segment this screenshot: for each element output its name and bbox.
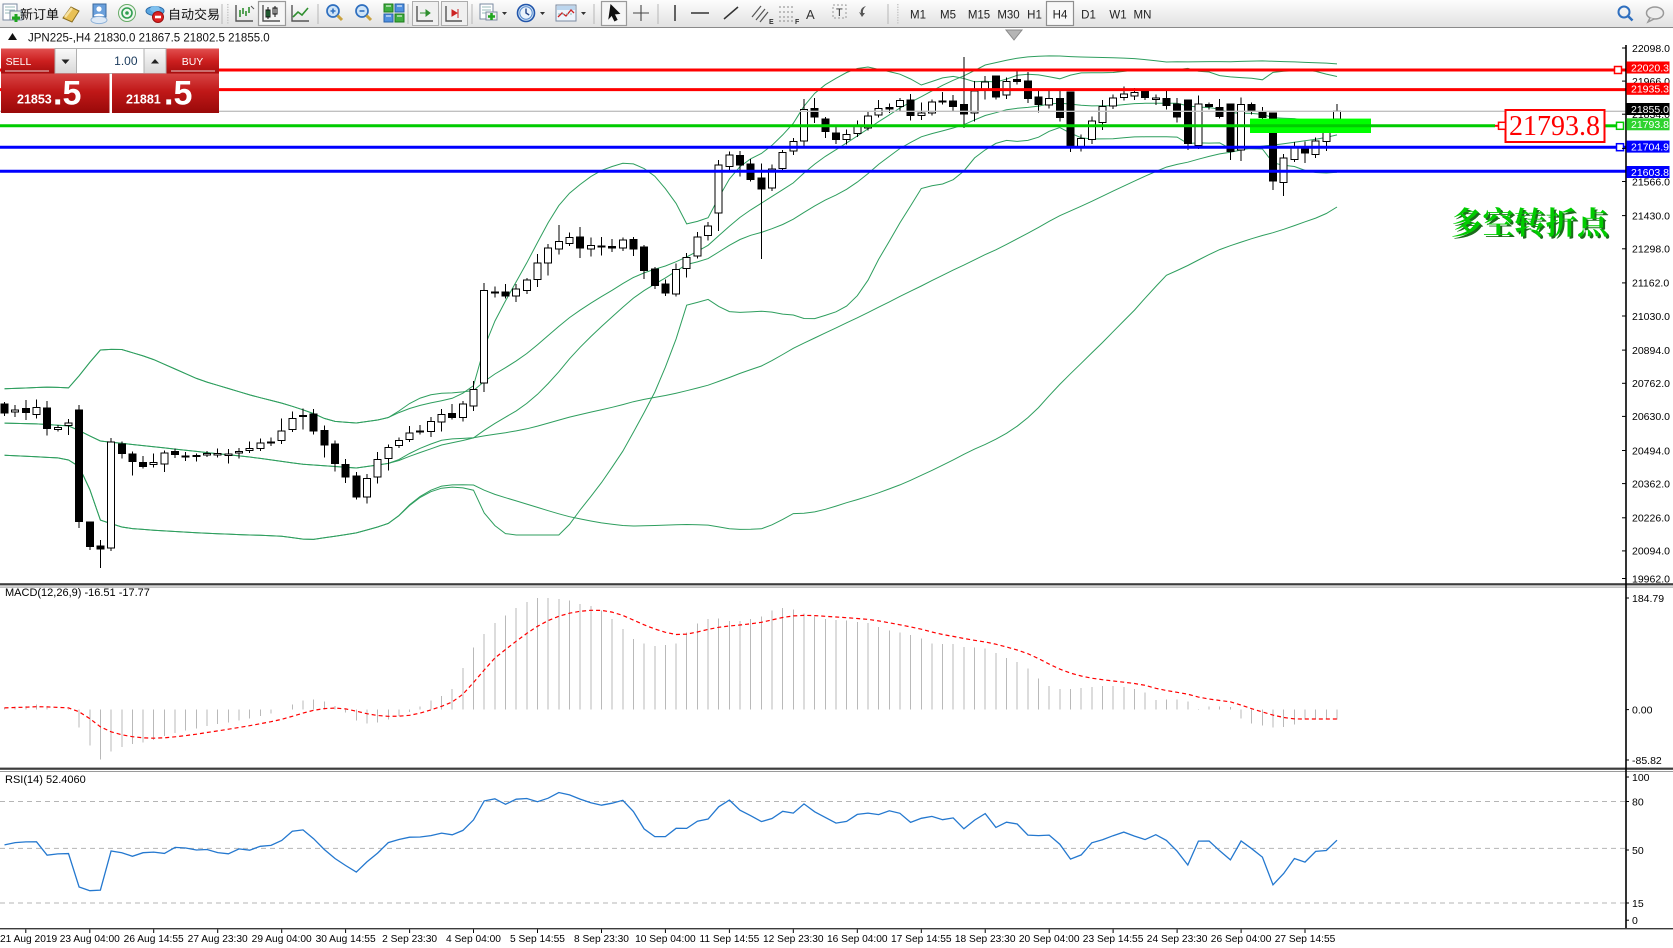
svg-text:20362.0: 20362.0 [1632,478,1670,490]
svg-text:20226.0: 20226.0 [1632,513,1670,525]
svg-text:20762.0: 20762.0 [1632,378,1670,390]
svg-text:21704.9: 21704.9 [1631,141,1669,153]
svg-text:10 Sep 04:00: 10 Sep 04:00 [635,934,696,945]
svg-text:.5: .5 [164,74,192,112]
svg-text:17 Sep 14:55: 17 Sep 14:55 [891,934,952,945]
svg-text:F: F [795,19,800,26]
svg-text:BUY: BUY [182,56,204,68]
svg-text:18 Sep 23:30: 18 Sep 23:30 [955,934,1016,945]
svg-text:.5: .5 [53,74,81,112]
svg-text:26 Aug 14:55: 26 Aug 14:55 [124,934,184,945]
svg-text:21853: 21853 [17,93,52,107]
svg-text:20494.0: 20494.0 [1632,445,1670,457]
svg-text:21162.0: 21162.0 [1632,278,1669,290]
svg-text:22098.0: 22098.0 [1632,43,1670,55]
svg-text:21881: 21881 [126,93,161,107]
svg-text:21793.8: 21793.8 [1509,111,1600,142]
svg-text:26 Sep 04:00: 26 Sep 04:00 [1211,934,1272,945]
svg-text:0.00: 0.00 [1632,704,1653,716]
svg-text:A: A [806,7,815,22]
svg-text:SELL: SELL [6,56,32,68]
svg-text:20894.0: 20894.0 [1632,345,1670,357]
svg-text:21793.8: 21793.8 [1631,119,1669,131]
svg-text:T: T [836,7,843,19]
svg-text:H1: H1 [1027,10,1042,22]
svg-text:22020.3: 22020.3 [1631,62,1669,74]
svg-text:21566.0: 21566.0 [1632,176,1670,188]
svg-text:4 Sep 04:00: 4 Sep 04:00 [446,934,501,945]
svg-text:24 Sep 23:30: 24 Sep 23:30 [1147,934,1208,945]
svg-text:M1: M1 [910,10,926,22]
svg-text:MACD(12,26,9) -16.51 -17.77: MACD(12,26,9) -16.51 -17.77 [5,587,150,599]
svg-text:21030.0: 21030.0 [1632,311,1670,323]
svg-text:27 Aug 23:30: 27 Aug 23:30 [188,934,248,945]
svg-text:50: 50 [1632,845,1644,857]
svg-text:2 Sep 23:30: 2 Sep 23:30 [382,934,437,945]
svg-text:11 Sep 14:55: 11 Sep 14:55 [699,934,759,945]
svg-text:23 Sep 14:55: 23 Sep 14:55 [1083,934,1144,945]
svg-text:JPN225-,H4 21830.0 21867.5 21: JPN225-,H4 21830.0 21867.5 21802.5 21855… [28,33,270,45]
svg-text:E: E [769,19,774,26]
svg-text:20094.0: 20094.0 [1632,546,1670,558]
svg-text:16 Sep 04:00: 16 Sep 04:00 [827,934,888,945]
svg-text:21935.3: 21935.3 [1631,84,1669,96]
svg-text:1.00: 1.00 [114,54,138,68]
svg-text:20630.0: 20630.0 [1632,411,1670,423]
svg-text:8 Sep 23:30: 8 Sep 23:30 [574,934,629,945]
svg-text:M30: M30 [997,10,1019,22]
svg-text:MN: MN [1134,10,1152,22]
svg-text:21430.0: 21430.0 [1632,210,1670,222]
svg-text:W1: W1 [1109,10,1126,22]
svg-text:H4: H4 [1053,10,1068,22]
svg-text:M15: M15 [968,10,990,22]
svg-text:21603.8: 21603.8 [1631,167,1669,179]
svg-text:5 Sep 14:55: 5 Sep 14:55 [510,934,565,945]
svg-text:21 Aug 2019: 21 Aug 2019 [0,934,58,945]
svg-text:20 Sep 04:00: 20 Sep 04:00 [1019,934,1080,945]
svg-text:80: 80 [1632,796,1644,808]
svg-text:-85.82: -85.82 [1632,755,1662,767]
svg-text:19962.0: 19962.0 [1632,573,1670,585]
svg-text:21855.0: 21855.0 [1631,104,1669,116]
svg-text:184.79: 184.79 [1632,593,1664,605]
svg-text:15: 15 [1632,898,1644,910]
svg-text:23 Aug 04:00: 23 Aug 04:00 [60,934,120,945]
svg-text:0: 0 [1632,915,1638,927]
svg-text:D1: D1 [1081,10,1096,22]
svg-text:29 Aug 04:00: 29 Aug 04:00 [252,934,312,945]
svg-text:12 Sep 23:30: 12 Sep 23:30 [763,934,824,945]
svg-text:27 Sep 14:55: 27 Sep 14:55 [1275,934,1336,945]
svg-text:30 Aug 14:55: 30 Aug 14:55 [316,934,376,945]
svg-text:21298.0: 21298.0 [1632,244,1670,256]
svg-text:RSI(14) 52.4060: RSI(14) 52.4060 [5,774,86,786]
svg-text:100: 100 [1632,772,1650,784]
svg-text:M5: M5 [940,10,956,22]
